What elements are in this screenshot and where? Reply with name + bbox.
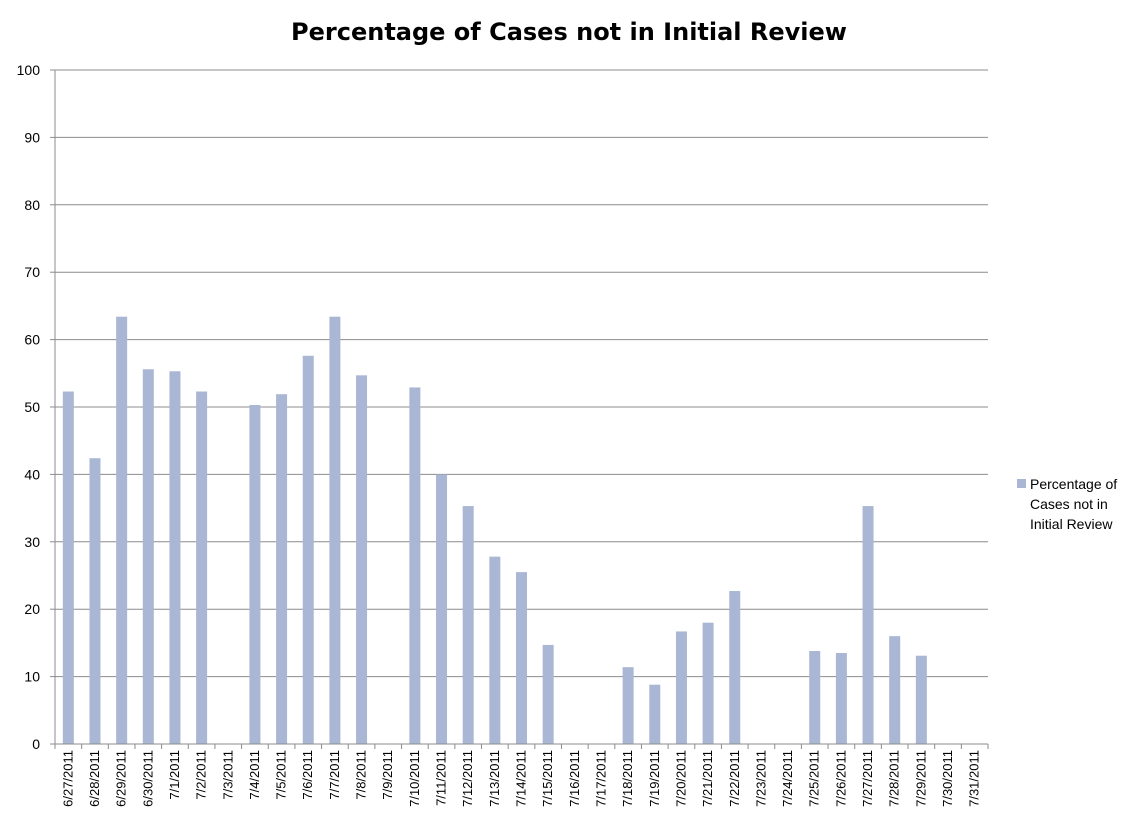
bar bbox=[729, 591, 741, 744]
x-tick-label: 7/29/2011 bbox=[913, 750, 928, 807]
bar bbox=[116, 316, 128, 744]
x-tick-label: 7/8/2011 bbox=[354, 750, 369, 800]
x-tick-label: 7/17/2011 bbox=[593, 750, 608, 807]
x-tick-label: 7/10/2011 bbox=[407, 750, 422, 807]
bar bbox=[409, 387, 421, 744]
bar bbox=[329, 316, 341, 744]
bars bbox=[62, 316, 927, 744]
y-tick-label: 90 bbox=[24, 129, 40, 145]
bar bbox=[675, 631, 687, 744]
x-tick-label: 7/14/2011 bbox=[514, 750, 529, 807]
x-tick-label: 6/29/2011 bbox=[114, 750, 129, 807]
legend-label-line-1: Percentage of bbox=[1030, 476, 1117, 492]
bar bbox=[915, 655, 927, 744]
bar bbox=[196, 391, 208, 744]
x-tick-label: 7/20/2011 bbox=[673, 750, 688, 807]
bar bbox=[89, 458, 101, 744]
chart-title: Percentage of Cases not in Initial Revie… bbox=[291, 18, 847, 46]
bar bbox=[862, 506, 874, 744]
bar bbox=[356, 375, 368, 744]
x-tick-label: 7/7/2011 bbox=[327, 750, 342, 800]
bar bbox=[542, 644, 554, 744]
x-tick-label: 7/13/2011 bbox=[487, 750, 502, 807]
x-tick-label: 7/12/2011 bbox=[460, 750, 475, 807]
bar bbox=[649, 684, 661, 744]
x-tick-label: 7/6/2011 bbox=[300, 750, 315, 800]
x-tick-label: 7/24/2011 bbox=[780, 750, 795, 807]
x-tick-label: 7/16/2011 bbox=[567, 750, 582, 807]
bar bbox=[302, 355, 314, 744]
y-tick-label: 60 bbox=[24, 332, 40, 348]
x-tick-label: 6/27/2011 bbox=[60, 750, 75, 807]
x-tick-label: 7/26/2011 bbox=[833, 750, 848, 807]
y-tick-label: 40 bbox=[24, 466, 40, 482]
x-tick-label: 7/25/2011 bbox=[807, 750, 822, 807]
bar bbox=[702, 622, 714, 744]
x-tick-label: 7/5/2011 bbox=[274, 750, 289, 800]
y-tick-label: 30 bbox=[24, 534, 40, 550]
y-tick-label: 100 bbox=[17, 62, 41, 78]
x-tick-label: 7/31/2011 bbox=[967, 750, 982, 807]
y-tick-label: 10 bbox=[24, 669, 40, 685]
bar bbox=[889, 636, 901, 744]
x-tick-label: 7/28/2011 bbox=[887, 750, 902, 807]
y-tick-label: 50 bbox=[24, 399, 40, 415]
legend-label-line-2: Cases not in bbox=[1030, 496, 1108, 512]
bar bbox=[516, 572, 527, 744]
bar bbox=[276, 394, 288, 744]
bar bbox=[835, 653, 847, 744]
legend-swatch bbox=[1017, 479, 1026, 488]
x-tick-label: 7/19/2011 bbox=[647, 750, 662, 807]
y-axis-ticks: 0 10 20 30 40 50 60 70 80 90 100 bbox=[17, 62, 55, 752]
x-tick-label: 7/23/2011 bbox=[753, 750, 768, 807]
y-tick-label: 80 bbox=[24, 197, 40, 213]
bar bbox=[436, 474, 448, 744]
legend-label-line-3: Initial Review bbox=[1030, 516, 1113, 532]
bar bbox=[249, 404, 261, 744]
x-tick-label: 7/3/2011 bbox=[220, 750, 235, 800]
x-tick-label: 6/30/2011 bbox=[140, 750, 155, 807]
x-tick-label: 7/1/2011 bbox=[167, 750, 182, 800]
x-tick-label: 7/11/2011 bbox=[434, 750, 449, 806]
x-tick-label: 7/2/2011 bbox=[194, 750, 209, 800]
legend: Percentage of Cases not in Initial Revie… bbox=[1017, 476, 1117, 532]
x-tick-label: 7/18/2011 bbox=[620, 750, 635, 807]
axes bbox=[54, 70, 988, 745]
bar bbox=[622, 667, 634, 744]
y-tick-label: 70 bbox=[24, 264, 40, 280]
x-tick-label: 7/9/2011 bbox=[380, 750, 395, 800]
bar bbox=[489, 556, 501, 744]
x-tick-label: 7/4/2011 bbox=[247, 750, 262, 800]
x-tick-label: 7/30/2011 bbox=[940, 750, 955, 807]
x-tick-label: 7/21/2011 bbox=[700, 750, 715, 807]
x-tick-label: 6/28/2011 bbox=[87, 750, 102, 807]
x-tick-label: 7/27/2011 bbox=[860, 750, 875, 807]
y-tick-label: 20 bbox=[24, 601, 40, 617]
bar bbox=[169, 371, 181, 744]
bar bbox=[462, 506, 474, 744]
x-tick-label: 7/15/2011 bbox=[540, 750, 555, 807]
bar bbox=[62, 391, 74, 744]
y-tick-label: 0 bbox=[32, 736, 40, 752]
x-tick-label: 7/22/2011 bbox=[727, 750, 742, 807]
bar bbox=[142, 369, 154, 744]
x-axis-ticks: 6/27/2011 6/28/2011 6/29/2011 6/30/2011 7/1/… bbox=[54, 744, 989, 807]
bar bbox=[809, 650, 821, 744]
